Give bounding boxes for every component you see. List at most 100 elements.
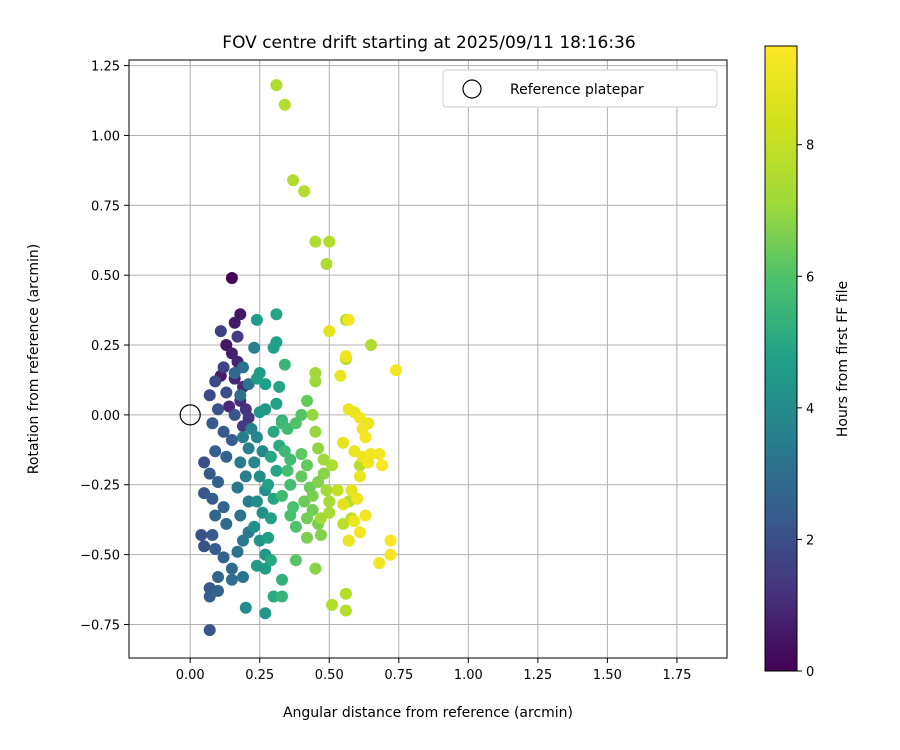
data-point bbox=[264, 512, 277, 525]
y-axis-ticks: 1.25 1.00 0.75 0.50 0.25 0.00 −0.25 −0.50 −0.75 bbox=[80, 60, 129, 633]
data-point bbox=[309, 367, 322, 379]
data-point bbox=[326, 459, 338, 472]
data-point bbox=[250, 495, 263, 508]
y-tick-label: −0.75 bbox=[80, 618, 120, 633]
data-point bbox=[203, 624, 216, 637]
data-point bbox=[289, 554, 302, 567]
data-point bbox=[306, 489, 319, 502]
data-point bbox=[270, 464, 283, 477]
data-point bbox=[250, 313, 263, 326]
data-point bbox=[342, 534, 355, 547]
data-point bbox=[284, 509, 297, 522]
data-point bbox=[212, 403, 224, 416]
data-point bbox=[376, 459, 389, 472]
data-point bbox=[237, 431, 249, 444]
data-point bbox=[306, 408, 319, 421]
data-point bbox=[237, 571, 249, 583]
data-point bbox=[253, 470, 266, 483]
data-point bbox=[225, 573, 238, 586]
y-tick-label: 1.25 bbox=[91, 60, 120, 75]
y-tick-label: 0.50 bbox=[91, 269, 120, 284]
x-tick-label: 0.25 bbox=[245, 668, 274, 683]
y-tick-label: 0.75 bbox=[91, 199, 120, 214]
data-point bbox=[259, 607, 272, 620]
data-point bbox=[309, 235, 322, 248]
data-point bbox=[273, 380, 286, 393]
colorbar-tick-label: 8 bbox=[806, 139, 814, 154]
legend-box bbox=[442, 69, 718, 108]
data-point bbox=[323, 506, 336, 519]
data-point bbox=[209, 445, 222, 458]
data-point bbox=[384, 534, 397, 547]
data-point bbox=[295, 470, 308, 483]
data-point bbox=[337, 436, 350, 449]
data-point bbox=[342, 313, 355, 326]
data-point bbox=[276, 573, 288, 586]
data-point bbox=[212, 584, 224, 597]
data-point bbox=[206, 417, 219, 430]
reference-marker-group bbox=[179, 404, 201, 426]
x-tick-label: 0.00 bbox=[176, 668, 205, 683]
data-point bbox=[278, 358, 291, 371]
data-point bbox=[264, 554, 277, 567]
data-point bbox=[362, 456, 375, 469]
data-point bbox=[320, 258, 333, 270]
data-point bbox=[276, 590, 288, 603]
data-point bbox=[390, 364, 402, 377]
colorbar-label: Hours from first FF file bbox=[835, 281, 851, 437]
data-point bbox=[239, 470, 252, 483]
data-point bbox=[312, 442, 325, 455]
data-point bbox=[225, 434, 238, 446]
data-point bbox=[217, 501, 230, 514]
data-point bbox=[281, 464, 294, 477]
data-point bbox=[278, 98, 291, 111]
data-point bbox=[267, 590, 280, 603]
data-point bbox=[206, 529, 219, 541]
legend-reference-marker bbox=[462, 79, 482, 99]
data-point bbox=[314, 529, 327, 541]
data-point bbox=[384, 548, 397, 561]
data-point bbox=[242, 495, 255, 508]
colorbar: 0 2 4 6 8 Hours from first FF file bbox=[764, 45, 851, 680]
data-point bbox=[337, 498, 350, 511]
data-point bbox=[301, 394, 313, 407]
data-point bbox=[220, 386, 233, 399]
data-point bbox=[320, 484, 333, 497]
colorbar-tick-label: 4 bbox=[806, 402, 814, 417]
data-point bbox=[348, 515, 361, 528]
data-point bbox=[228, 316, 241, 329]
data-point bbox=[373, 557, 386, 569]
x-axis-ticks: 0.00 0.25 0.50 0.75 1.00 1.25 1.50 1.75 bbox=[176, 658, 691, 683]
x-tick-label: 1.00 bbox=[454, 668, 483, 683]
data-point bbox=[234, 389, 247, 402]
data-point bbox=[203, 467, 216, 480]
data-point bbox=[259, 378, 272, 391]
data-point bbox=[217, 361, 230, 374]
data-points bbox=[195, 79, 402, 637]
legend-entry-reference: Reference platepar bbox=[510, 82, 644, 98]
y-tick-label: −0.50 bbox=[80, 549, 120, 564]
x-tick-label: 1.75 bbox=[662, 668, 691, 683]
data-point bbox=[231, 330, 244, 343]
data-point bbox=[339, 587, 352, 600]
data-point bbox=[353, 470, 366, 483]
x-tick-label: 0.50 bbox=[315, 668, 344, 683]
data-point bbox=[198, 540, 211, 553]
data-point bbox=[264, 450, 277, 463]
data-point bbox=[217, 551, 230, 564]
data-point bbox=[220, 517, 233, 530]
y-tick-label: 1.00 bbox=[91, 129, 120, 144]
plot-background bbox=[129, 60, 727, 658]
data-point bbox=[212, 476, 224, 488]
plot-frame bbox=[128, 59, 728, 659]
data-point bbox=[365, 339, 377, 351]
data-point bbox=[309, 425, 322, 438]
y-tick-label: 0.00 bbox=[91, 409, 120, 424]
data-point bbox=[351, 492, 364, 505]
data-point bbox=[248, 341, 261, 354]
data-point bbox=[295, 448, 308, 460]
data-point bbox=[231, 481, 244, 494]
legend: Reference platepar bbox=[442, 69, 718, 108]
colorbar-tick-label: 2 bbox=[806, 533, 814, 548]
data-point bbox=[242, 442, 255, 455]
